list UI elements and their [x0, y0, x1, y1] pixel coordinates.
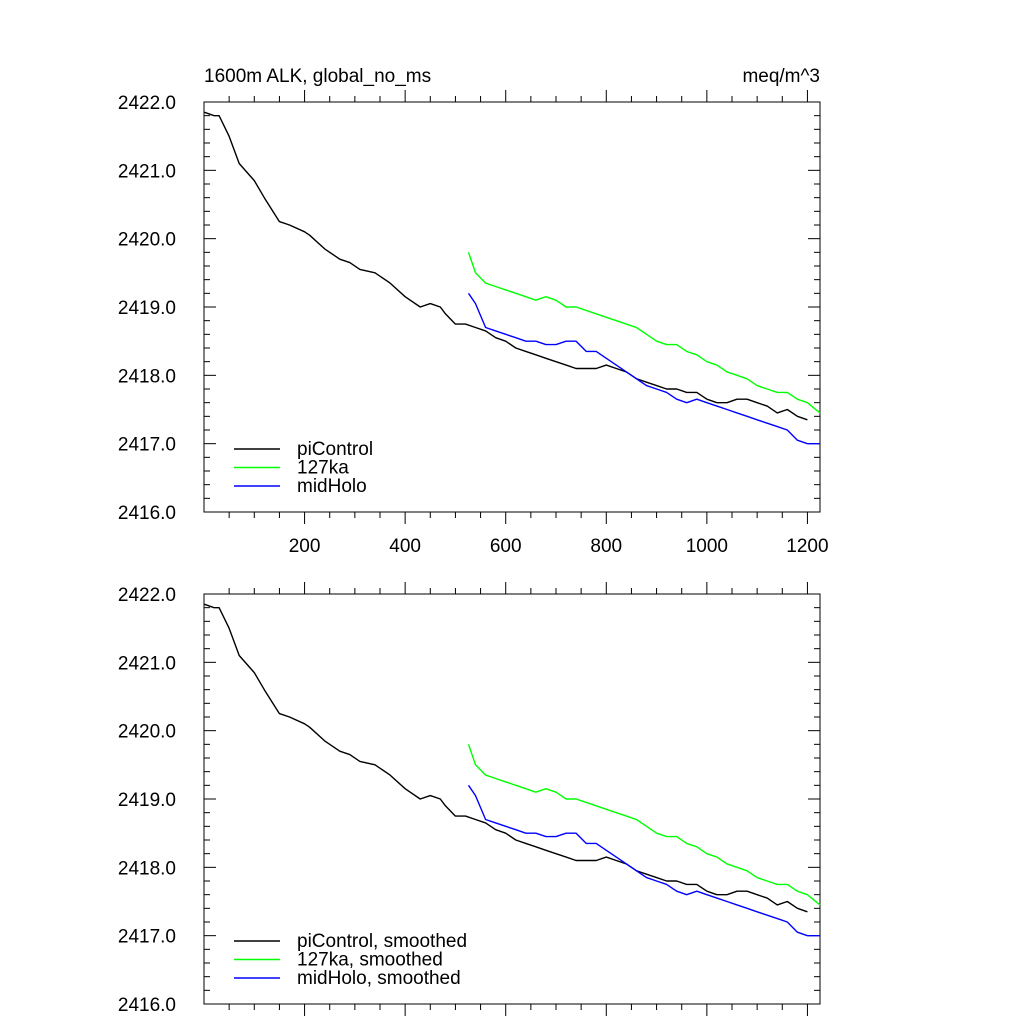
- legend-label: piControl: [297, 439, 373, 460]
- y-tick-label: 2419.0: [118, 790, 176, 811]
- top-panel: 1600m ALK, global_no_ms meq/m^3 200 400 60…: [118, 66, 829, 557]
- tick-layer: 200 400 600 800 1000 1200 2416.0 2417.0 2418.0 24…: [118, 90, 829, 557]
- legend-label: 127ka: [297, 458, 349, 479]
- y-tick-label: 2422.0: [118, 93, 176, 114]
- series-line-picontrol: [204, 603, 808, 913]
- legend-label: 127ka, smoothed: [297, 950, 443, 971]
- units-label: meq/m^3: [742, 66, 820, 87]
- series-line-picontrol: [204, 111, 808, 421]
- series-line-127ka: [467, 744, 821, 906]
- x-tick-label: 1000: [686, 536, 728, 557]
- y-tick-label: 2416.0: [118, 503, 176, 524]
- y-tick-label: 2418.0: [118, 366, 176, 387]
- chart-title: 1600m ALK, global_no_ms: [204, 66, 431, 87]
- series-line-midholo: [467, 292, 820, 445]
- y-tick-label: 2418.0: [118, 858, 176, 879]
- series-layer: [204, 603, 821, 937]
- legend-label: midHolo: [297, 476, 367, 497]
- y-tick-label: 2417.0: [118, 435, 176, 456]
- tick-layer: 2416.0 2417.0 2418.0 2419.0 2420.0 2421.0 2422…: [118, 582, 820, 1016]
- y-tick-label: 2420.0: [118, 230, 176, 251]
- x-tick-label: 800: [590, 536, 622, 557]
- bottom-panel: 2416.0 2417.0 2418.0 2419.0 2420.0 2421.0 2422…: [118, 582, 821, 1016]
- x-tick-label: 600: [490, 536, 522, 557]
- legend-label: piControl, smoothed: [297, 931, 467, 952]
- y-tick-label: 2420.0: [118, 722, 176, 743]
- x-tick-label: 400: [389, 536, 421, 557]
- y-tick-label: 2421.0: [118, 161, 176, 182]
- x-tick-label: 200: [289, 536, 321, 557]
- series-layer: [204, 111, 821, 445]
- y-tick-label: 2417.0: [118, 927, 176, 948]
- series-line-midholo: [467, 784, 820, 937]
- series-line-127ka: [467, 252, 821, 414]
- y-tick-label: 2422.0: [118, 585, 176, 606]
- y-tick-label: 2419.0: [118, 298, 176, 319]
- x-tick-label: 1200: [786, 536, 828, 557]
- legend-label: midHolo, smoothed: [297, 968, 461, 989]
- y-tick-label: 2421.0: [118, 653, 176, 674]
- y-tick-label: 2416.0: [118, 995, 176, 1016]
